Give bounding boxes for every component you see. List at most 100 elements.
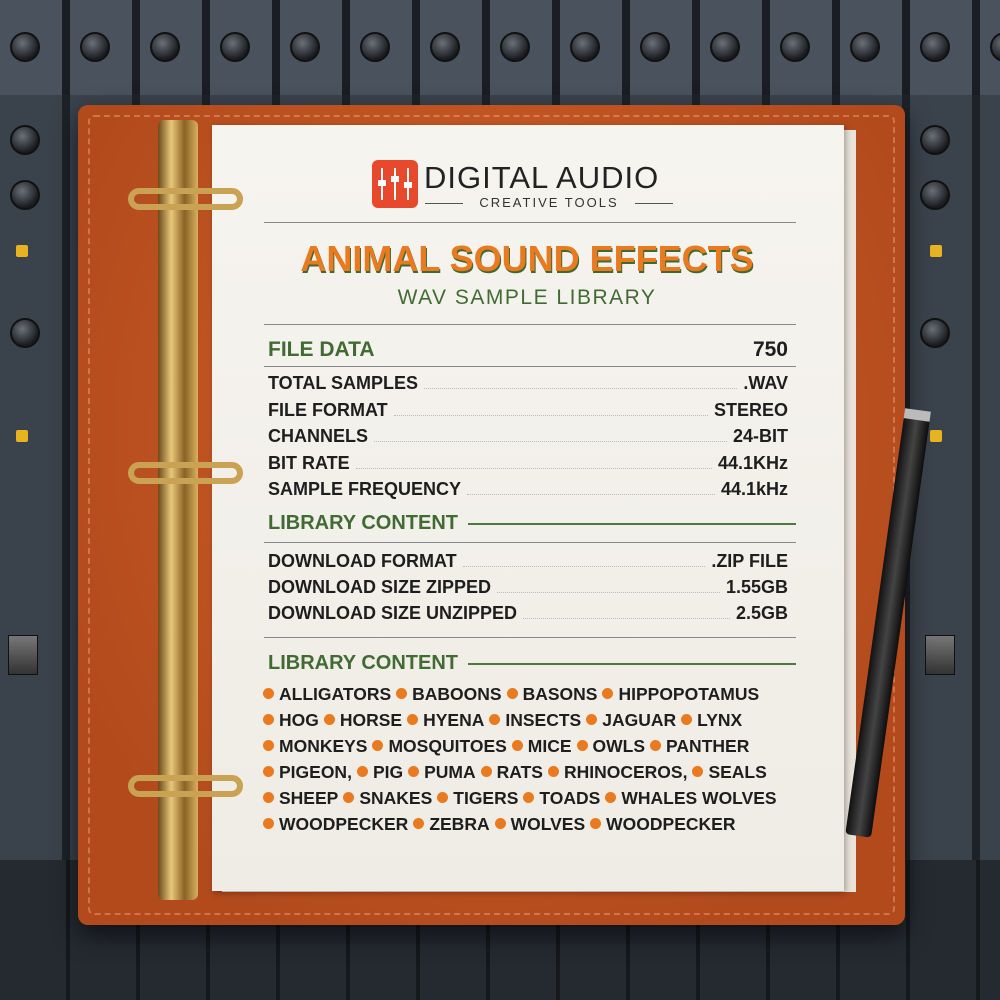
bullet-icon: [396, 688, 408, 699]
bullet-icon: [576, 740, 588, 751]
animal-item: PUMA: [424, 762, 476, 782]
page-title: ANIMAL SOUND EFFECTS: [300, 238, 754, 279]
animal-item: SEALS: [708, 762, 767, 782]
animal-row: WOODPECKER ZEBRA WOLVES WOODPECKER: [263, 814, 803, 840]
spec-label: TOTAL SAMPLES: [268, 373, 419, 393]
led-indicator: [16, 245, 28, 257]
animal-item: WOODPECKER: [279, 814, 409, 834]
spec-row: SAMPLE FREQUENCY 44.1kHz: [268, 479, 788, 500]
bullet-icon: [408, 766, 420, 777]
dot-leader: [462, 566, 706, 567]
bullet-icon: [590, 818, 602, 829]
spec-row: TOTAL SAMPLES .WAV: [268, 373, 788, 394]
animal-row: HOG HORSE HYENA INSECTS JAGUAR LYNX: [263, 710, 803, 736]
knob: [360, 32, 390, 62]
brand-name: DIGITAL AUDIO: [424, 160, 660, 195]
animal-item: HYENA: [423, 710, 485, 730]
divider: [264, 637, 796, 638]
bullet-icon: [489, 714, 501, 725]
mixer-faders-icon: [372, 160, 418, 208]
bullet-icon: [407, 714, 419, 725]
animal-item: SNAKES: [359, 788, 433, 808]
animal-item: PIG: [372, 762, 404, 782]
bullet-icon: [506, 688, 518, 699]
bullet-icon: [681, 714, 693, 725]
animal-item: INSECTS: [505, 710, 582, 730]
knob: [80, 32, 110, 62]
knob: [920, 180, 950, 210]
animal-item: BABOONS: [412, 684, 502, 704]
binder-ring: [128, 188, 243, 210]
knob: [710, 32, 740, 62]
spec-label: BIT RATE: [268, 452, 350, 473]
bullet-icon: [356, 766, 368, 777]
bullet-icon: [372, 740, 384, 751]
bullet-icon: [586, 714, 598, 725]
spec-row: DOWNLOAD FORMAT .ZIP FILE: [268, 551, 788, 572]
section-heading: FILE DATA: [268, 338, 375, 361]
divider: [264, 366, 796, 367]
binder-ring: [128, 775, 243, 797]
spec-value: 2.5GB: [735, 603, 788, 623]
content-section-heading: LIBRARY CONTENT: [268, 652, 796, 675]
spec-label: DOWNLOAD SIZE ZIPPED: [268, 577, 492, 597]
download-section-heading: LIBRARY CONTENT: [268, 512, 796, 535]
knob: [500, 32, 530, 62]
dot-leader: [393, 414, 708, 416]
animal-row: SHEEP SNAKES TIGERS TOADS WHALES WOLVES: [263, 788, 803, 814]
animal-item: HOG: [279, 710, 319, 730]
knob: [920, 318, 950, 348]
knob: [10, 32, 40, 62]
animal-item: RHINOCEROS,: [563, 762, 688, 782]
bullet-icon: [323, 714, 335, 725]
spec-row: DOWNLOAD SIZE ZIPPED 1.55GB: [268, 577, 788, 598]
binder-spine: [158, 120, 198, 900]
section-heading: LIBRARY CONTENT: [268, 512, 458, 534]
animal-item: MICE: [527, 736, 572, 756]
knob: [10, 125, 40, 155]
animal-item: SHEEP: [279, 788, 339, 808]
file-data-heading: FILE DATA 750: [268, 338, 788, 362]
dot-leader: [374, 441, 727, 442]
animal-item: PIGEON,: [279, 762, 352, 782]
knob: [570, 32, 600, 62]
knob: [10, 180, 40, 210]
dot-leader: [467, 494, 715, 495]
bullet-icon: [263, 740, 274, 751]
knob: [780, 32, 810, 62]
animal-item: MOSQUITOES: [388, 736, 507, 756]
spec-value: .ZIP FILE: [711, 551, 788, 571]
bullet-icon: [263, 714, 274, 725]
spec-row: DOWNLOAD SIZE UNZIPPED 2.5GB: [268, 603, 788, 624]
spec-label: SAMPLE FREQUENCY: [268, 479, 462, 499]
animal-item: WHALES WOLVES: [621, 788, 777, 808]
knob: [150, 32, 180, 62]
led-indicator: [930, 245, 942, 257]
binder-ring: [128, 462, 243, 484]
dot-leader: [523, 618, 730, 619]
animal-item: LYNX: [697, 710, 743, 730]
animal-item: RATS: [496, 762, 543, 782]
led-indicator: [16, 430, 28, 442]
animal-item: HIPPOPOTAMUS: [618, 684, 760, 704]
spec-row: FILE FORMAT STEREO: [268, 400, 788, 421]
animal-item: MONKEYS: [279, 736, 368, 756]
dot-leader: [355, 467, 712, 469]
bullet-icon: [263, 766, 274, 777]
knob: [10, 318, 40, 348]
animal-item: TIGERS: [453, 788, 519, 808]
spec-value: .WAV: [743, 373, 788, 393]
bullet-icon: [343, 792, 355, 803]
spec-label: FILE FORMAT: [268, 399, 388, 420]
spec-row: CHANNELS 24-BIT: [268, 426, 788, 447]
spec-sheet: [212, 125, 844, 891]
bullet-icon: [263, 792, 274, 803]
bullet-icon: [437, 792, 449, 803]
heading-value: 750: [752, 338, 788, 361]
animal-row: ALLIGATORS BABOONS BASONS HIPPOPOTAMUS: [263, 684, 803, 710]
fader-left: [8, 635, 38, 675]
bullet-icon: [650, 740, 662, 751]
spec-value: STEREO: [713, 399, 788, 420]
animal-item: TOADS: [539, 788, 601, 808]
animal-list: ALLIGATORS BABOONS BASONS HIPPOPOTAMUS HOG HO…: [263, 684, 803, 840]
